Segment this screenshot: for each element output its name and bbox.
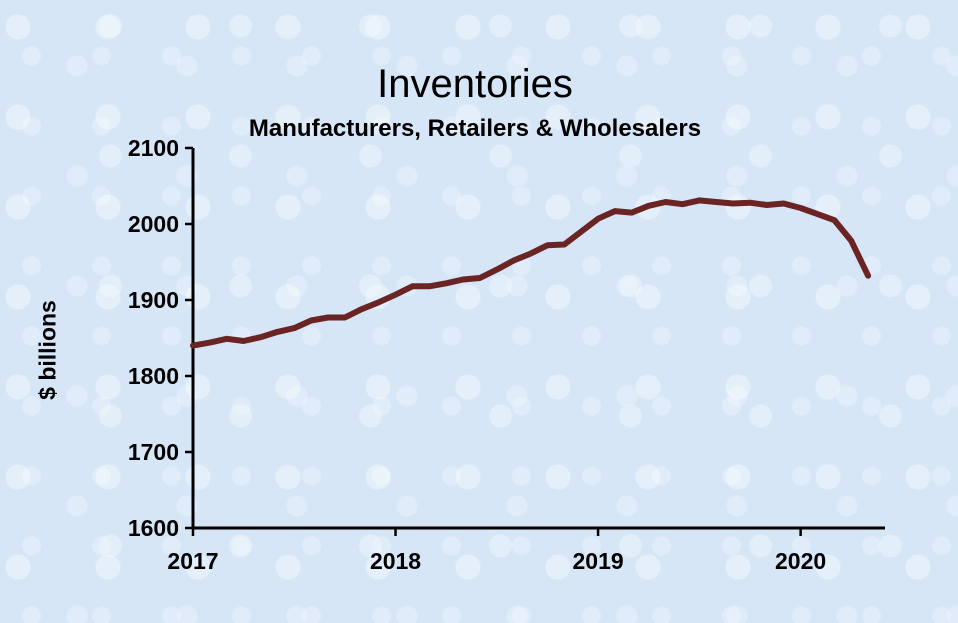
y-tick-label: 1700: [128, 439, 179, 465]
y-tick-label: 2000: [128, 211, 179, 237]
chart-subtitle: Manufacturers, Retailers & Wholesalers: [248, 115, 702, 142]
x-tick-label: 2019: [572, 548, 623, 574]
y-tick-label: 1800: [128, 363, 179, 389]
y-tick-label: 2100: [128, 135, 179, 161]
y-tick-label: 1900: [128, 287, 179, 313]
x-tick-label: 2018: [370, 548, 421, 574]
y-tick-label: 1600: [128, 515, 179, 541]
x-tick-label: 2017: [167, 548, 218, 574]
chart-title: Inventories: [377, 62, 573, 106]
series-line-0: [190, 197, 872, 349]
x-tick-label: 2020: [775, 548, 826, 574]
